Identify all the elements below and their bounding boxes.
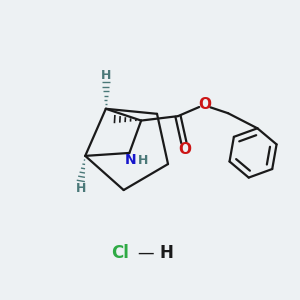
Text: —: — xyxy=(137,244,154,262)
Text: O: O xyxy=(178,142,191,157)
Text: H: H xyxy=(159,244,173,262)
Text: O: O xyxy=(198,97,211,112)
Text: N: N xyxy=(125,153,137,167)
Text: H: H xyxy=(76,182,86,195)
Text: H: H xyxy=(138,154,149,167)
Text: H: H xyxy=(100,69,111,82)
Text: Cl: Cl xyxy=(112,244,130,262)
